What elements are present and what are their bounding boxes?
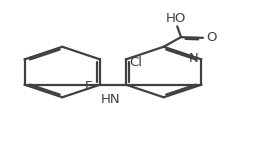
Text: HO: HO xyxy=(166,12,186,25)
Text: O: O xyxy=(206,31,216,44)
Text: Cl: Cl xyxy=(129,56,142,69)
Text: F: F xyxy=(84,80,92,93)
Text: HN: HN xyxy=(101,93,120,106)
Text: N: N xyxy=(189,52,199,65)
